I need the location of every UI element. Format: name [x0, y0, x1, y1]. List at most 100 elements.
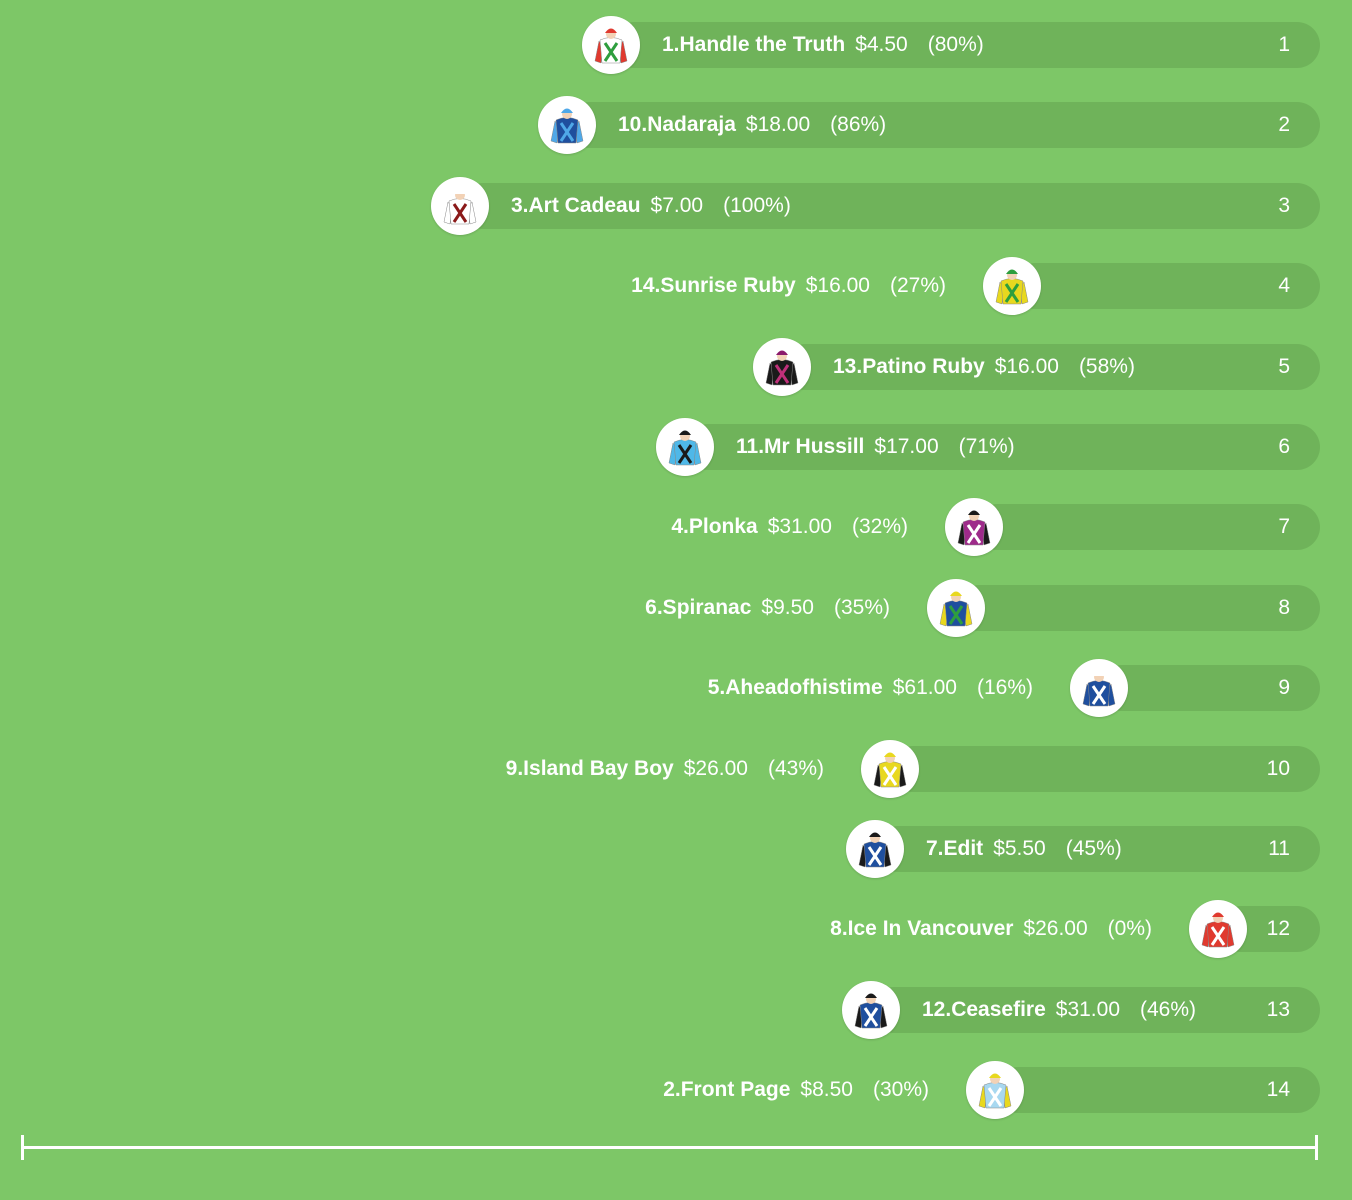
runner-name: 14.Sunrise Ruby	[631, 274, 796, 298]
runner-name: 12.Ceasefire	[922, 997, 1046, 1021]
runner-odds: $16.00	[994, 354, 1059, 378]
runner-row[interactable]: 9.Island Bay Boy $26.00 (43%) 10	[0, 739, 1352, 798]
runner-position: 14	[1266, 1078, 1290, 1102]
runner-name: 8.Ice In Vancouver	[830, 917, 1014, 941]
runner-percentage: (35%)	[833, 595, 890, 619]
runner-name: 6.Spiranac	[645, 595, 752, 619]
runner-odds: $16.00	[805, 274, 870, 298]
runner-bar	[782, 343, 1320, 390]
runner-label: 9.Island Bay Boy $26.00 (43%)	[506, 746, 824, 792]
runner-label: 10.Nadaraja $18.00 (86%)	[618, 102, 886, 148]
jockey-silks-icon	[582, 16, 640, 74]
runner-name: 2.Front Page	[663, 1078, 791, 1102]
runner-bar	[871, 986, 1320, 1033]
runner-position: 2	[1278, 113, 1290, 137]
jockey-silks-icon	[945, 498, 1003, 557]
runner-label: 2.Front Page $8.50 (30%)	[663, 1067, 929, 1113]
runner-percentage: (27%)	[889, 274, 946, 298]
runner-name: 4.Plonka	[671, 515, 758, 539]
runner-percentage: (32%)	[851, 515, 908, 539]
jockey-silks-icon	[431, 176, 489, 235]
runner-row[interactable]: 13.Patino Ruby $16.00 (58%) 5	[0, 337, 1352, 396]
runner-percentage: (0%)	[1107, 917, 1152, 941]
runner-odds: $31.00	[767, 515, 832, 539]
runner-percentage: (30%)	[872, 1078, 929, 1102]
jockey-silks-icon	[538, 96, 596, 155]
runner-percentage: (45%)	[1065, 837, 1122, 860]
runner-position: 7	[1278, 515, 1290, 539]
runner-position: 5	[1278, 354, 1290, 378]
runner-row[interactable]: 5.Aheadofhistime $61.00 (16%) 9	[0, 659, 1352, 718]
jockey-silks-icon	[753, 337, 811, 396]
runner-position: 13	[1266, 997, 1290, 1021]
runner-row[interactable]: 14.Sunrise Ruby $16.00 (27%) 4	[0, 257, 1352, 316]
runner-position: 1	[1278, 33, 1290, 56]
runner-name: 11.Mr Hussill	[736, 435, 865, 458]
track-finish-marker	[1315, 1135, 1318, 1160]
race-track-line	[22, 1146, 1318, 1149]
runner-position: 9	[1278, 676, 1290, 700]
runner-odds: $4.50	[855, 33, 908, 56]
runner-percentage: (71%)	[958, 435, 1015, 458]
runner-label: 7.Edit $5.50 (45%)	[926, 826, 1122, 872]
jockey-silks-icon	[983, 257, 1041, 316]
runner-percentage: (86%)	[830, 113, 887, 137]
runner-label: 5.Aheadofhistime $61.00 (16%)	[708, 665, 1033, 711]
runner-row[interactable]: 8.Ice In Vancouver $26.00 (0%) 12	[0, 900, 1352, 959]
runner-bar	[685, 424, 1320, 470]
runner-label: 3.Art Cadeau $7.00 (100%)	[511, 183, 791, 229]
runner-label: 4.Plonka $31.00 (32%)	[671, 504, 908, 550]
runner-odds: $17.00	[874, 435, 939, 458]
runner-row[interactable]: 10.Nadaraja $18.00 (86%) 2	[0, 96, 1352, 155]
runner-label: 11.Mr Hussill $17.00 (71%)	[736, 424, 1015, 470]
runner-name: 3.Art Cadeau	[511, 193, 641, 217]
runner-odds: $5.50	[993, 837, 1046, 860]
runner-bar	[875, 826, 1320, 872]
runner-odds: $61.00	[892, 676, 957, 700]
jockey-silks-icon	[656, 418, 714, 476]
runner-odds: $7.00	[650, 193, 704, 217]
runner-row[interactable]: 12.Ceasefire $31.00 (46%) 13	[0, 980, 1352, 1039]
runner-percentage: (46%)	[1140, 997, 1197, 1021]
jockey-silks-icon	[861, 739, 919, 798]
runner-name: 10.Nadaraja	[618, 113, 736, 137]
runner-row[interactable]: 1.Handle the Truth $4.50 (80%) 1	[0, 16, 1352, 74]
runner-bar	[567, 102, 1320, 149]
runner-row[interactable]: 4.Plonka $31.00 (32%) 7	[0, 498, 1352, 557]
runner-odds: $8.50	[800, 1078, 853, 1102]
runner-odds: $26.00	[683, 756, 748, 780]
track-start-marker	[21, 1135, 24, 1160]
runner-percentage: (16%)	[976, 676, 1033, 700]
runner-bar	[460, 182, 1320, 229]
runner-label: 8.Ice In Vancouver $26.00 (0%)	[830, 906, 1152, 952]
runner-odds: $31.00	[1055, 997, 1120, 1021]
runner-position: 10	[1266, 756, 1290, 780]
runner-percentage: (80%)	[927, 33, 984, 56]
runner-label: 1.Handle the Truth $4.50 (80%)	[662, 22, 984, 68]
runner-position: 3	[1278, 193, 1290, 217]
runner-bar	[890, 745, 1320, 792]
runner-bar	[1012, 263, 1320, 310]
runner-label: 6.Spiranac $9.50 (35%)	[645, 585, 890, 631]
runner-row[interactable]: 2.Front Page $8.50 (30%) 14	[0, 1061, 1352, 1120]
runner-row[interactable]: 11.Mr Hussill $17.00 (71%) 6	[0, 418, 1352, 476]
runner-row[interactable]: 7.Edit $5.50 (45%) 11	[0, 820, 1352, 878]
runner-bar	[995, 1067, 1320, 1114]
runner-bar	[1099, 665, 1320, 712]
jockey-silks-icon	[966, 1061, 1024, 1120]
runner-row[interactable]: 3.Art Cadeau $7.00 (100%) 3	[0, 176, 1352, 235]
runner-label: 12.Ceasefire $31.00 (46%)	[922, 987, 1196, 1033]
jockey-silks-icon	[927, 578, 985, 637]
runner-position: 8	[1278, 595, 1290, 619]
runner-name: 13.Patino Ruby	[833, 354, 985, 378]
runner-position: 4	[1278, 274, 1290, 298]
runner-percentage: (100%)	[723, 193, 791, 217]
jockey-silks-icon	[1070, 659, 1128, 718]
runner-row[interactable]: 6.Spiranac $9.50 (35%) 8	[0, 578, 1352, 637]
runner-percentage: (43%)	[767, 756, 824, 780]
runner-name: 9.Island Bay Boy	[505, 756, 674, 780]
runner-odds: $26.00	[1023, 917, 1088, 941]
runner-bar	[611, 22, 1320, 68]
runner-bar	[956, 584, 1320, 631]
runner-label: 14.Sunrise Ruby $16.00 (27%)	[631, 263, 946, 309]
